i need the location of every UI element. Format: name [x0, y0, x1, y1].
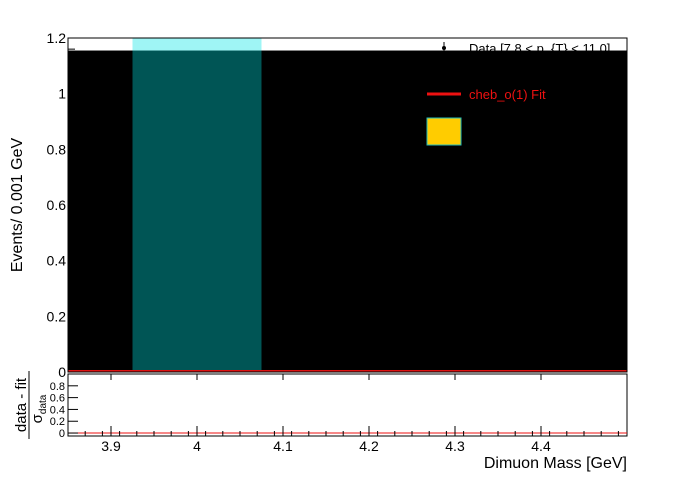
band-fill: [132, 50, 262, 373]
legend-label: cheb_o(1) Fit: [469, 87, 546, 102]
legend-box: [426, 117, 462, 146]
main-y-tick-label: 0.2: [47, 308, 67, 324]
main-y-tick-label: 1: [58, 86, 66, 102]
main-panel: 0 0.2 0.4 0.6 0.8 1 1.2 Data [7.8 < p_{T} < 11…: [9, 30, 628, 380]
x-tick-label: 4.4: [531, 438, 551, 454]
ratio-y-tick-label: 0: [59, 428, 65, 440]
x-tick-label: 4.2: [359, 438, 379, 454]
main-frame: [67, 37, 628, 373]
ratio-y-tick-label: 0.4: [50, 404, 65, 416]
ratio-panel: 00.20.40.60.8 3.9 4 4.1 4.2 4.3 4.4 data - fi…: [13, 371, 628, 472]
main-y-tick-label: 1.2: [47, 30, 67, 46]
main-y-tick-label: 0: [58, 364, 66, 380]
main-y-tick-label: 0.8: [47, 141, 67, 157]
legend-marker: [442, 46, 446, 50]
x-tick-label: 3.9: [101, 438, 121, 454]
ratio-label-sub: data: [38, 394, 49, 414]
main-y-ticks: 0 0.2 0.4 0.6 0.8 1 1.2: [47, 30, 82, 380]
main-y-axis-label: Events/ 0.001 GeV: [9, 138, 26, 273]
ratio-y-tick-label: 0.6: [50, 393, 65, 405]
ratio-y-axis-label: data - fit σdata: [13, 371, 49, 439]
ratio-y-tick-label: 0.8: [50, 381, 65, 393]
ratio-label-denominator: σdata: [29, 394, 49, 423]
x-tick-label: 4.1: [273, 438, 293, 454]
ratio-label-numerator: data - fit: [13, 377, 30, 432]
ratio-y-tick-label: 0.2: [50, 416, 65, 428]
ratio-label-sigma: σ: [29, 413, 46, 423]
legend-label: Data [7.8 < p_{T} < 11.0]: [469, 41, 610, 56]
ratio-plot-area: [67, 373, 628, 437]
legend: Data [7.8 < p_{T} < 11.0] cheb_o(1) Fit: [426, 41, 610, 146]
main-y-tick-label: 0.4: [47, 253, 67, 269]
main-y-tick-label: 0.6: [47, 197, 67, 213]
x-axis-label: Dimuon Mass [GeV]: [484, 455, 627, 472]
x-ticks: 3.9 4 4.1 4.2 4.3 4.4: [67, 374, 619, 454]
x-tick-label: 4: [193, 438, 201, 454]
ratio-y-ticks: 00.20.40.60.8: [50, 381, 78, 440]
x-tick-label: 4.3: [445, 438, 465, 454]
